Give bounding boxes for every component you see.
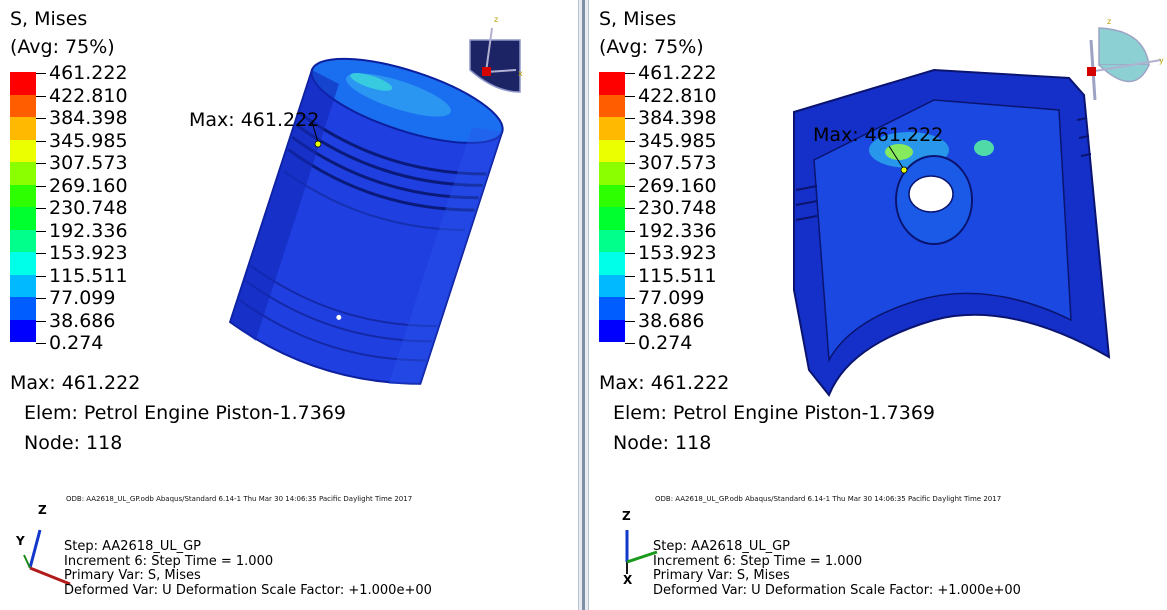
legend-swatch <box>10 139 36 162</box>
legend-swatch <box>599 229 625 252</box>
legend-ticks: 461.222 422.810 384.398 345.985 307.573 269.1… <box>36 62 128 355</box>
model-max-label: Max: 461.222 <box>813 124 944 146</box>
legend-swatch <box>10 72 36 95</box>
legend-title: S, Mises <box>599 8 677 30</box>
triad-z-label: Z <box>622 509 631 523</box>
legend-tick-label: 115.511 <box>36 265 128 288</box>
legend-swatch <box>599 252 625 275</box>
increment-info: Increment 6: Step Time = 1.000 <box>64 553 274 569</box>
legend-tick-label: 38.686 <box>625 310 717 333</box>
increment-info: Increment 6: Step Time = 1.000 <box>653 553 863 569</box>
legend-subtitle: (Avg: 75%) <box>599 36 704 58</box>
legend-tick-label: 153.923 <box>36 242 128 265</box>
legend-tick-label: 384.398 <box>625 107 717 130</box>
legend-swatch <box>10 162 36 185</box>
triad-y-label: Y <box>15 534 25 548</box>
legend-tick-label: 422.810 <box>625 85 717 108</box>
piston-model-section[interactable]: z y Z X <box>589 0 1167 610</box>
view-cube[interactable]: z x <box>469 15 523 93</box>
legend-swatch <box>599 274 625 297</box>
max-node: Node: 118 <box>613 432 712 454</box>
legend-colorbar <box>10 72 36 342</box>
legend-tick-label: 77.099 <box>36 287 128 310</box>
legend-title: S, Mises <box>10 8 88 30</box>
legend-tick-label: 192.336 <box>625 220 717 243</box>
legend-tick-label: 384.398 <box>36 107 128 130</box>
step-info: Step: AA2618_UL_GP Increment 6: Step Tim… <box>64 539 432 598</box>
view-cube-z-label: z <box>1107 17 1111 26</box>
max-element: Elem: Petrol Engine Piston-1.7369 <box>613 402 936 424</box>
legend-swatch <box>599 117 625 140</box>
viewport-right[interactable]: z y Z X Max: 461.222 S, Mises (Avg: 75%)… <box>589 0 1167 610</box>
legend-tick-label: 77.099 <box>625 287 717 310</box>
view-cube-y-label: y <box>1159 56 1164 65</box>
legend-swatch <box>599 184 625 207</box>
view-cube-x-label: x <box>518 69 523 78</box>
deformed-var: Deformed Var: U Deformation Scale Factor… <box>653 582 1021 598</box>
max-node: Node: 118 <box>24 432 123 454</box>
legend-tick-label: 230.748 <box>36 197 128 220</box>
legend-tick-label: 0.274 <box>625 332 717 355</box>
max-value: Max: 461.222 <box>599 372 730 394</box>
legend-tick-label: 307.573 <box>36 152 128 175</box>
legend-ticks: 461.222 422.810 384.398 345.985 307.573 269.1… <box>625 62 717 355</box>
legend-tick-label: 269.160 <box>625 175 717 198</box>
triad-z-label: Z <box>38 503 47 517</box>
legend-swatch <box>599 94 625 117</box>
legend-swatch <box>10 94 36 117</box>
pin-hole <box>908 175 954 213</box>
primary-var: Primary Var: S, Mises <box>653 568 790 583</box>
legend-swatch <box>599 207 625 230</box>
legend-tick-label: 345.985 <box>625 130 717 153</box>
legend-tick-label: 230.748 <box>625 197 717 220</box>
max-value: Max: 461.222 <box>10 372 141 394</box>
legend-tick-label: 307.573 <box>625 152 717 175</box>
legend-swatch <box>599 139 625 162</box>
max-info: Max: 461.222 Elem: Petrol Engine Piston-… <box>10 368 346 458</box>
legend-swatch <box>10 297 36 320</box>
piston-model-full[interactable]: z x Z Y <box>0 0 578 610</box>
legend-swatch <box>599 319 625 342</box>
axis-triad: Z X <box>622 509 658 587</box>
legend-swatch <box>10 274 36 297</box>
viewport-left[interactable]: z x Z Y Max: 461.222 S, Mises (Avg: 75%)… <box>0 0 578 610</box>
legend-colorbar <box>599 72 625 342</box>
odb-info: ODB: AA2618_UL_GP.odb Abaqus/Standard 6.… <box>66 495 413 503</box>
max-element: Elem: Petrol Engine Piston-1.7369 <box>24 402 347 424</box>
legend-tick-label: 461.222 <box>36 62 128 85</box>
viewport-divider[interactable] <box>578 0 589 610</box>
primary-var: Primary Var: S, Mises <box>64 568 201 583</box>
view-cube-z-label: z <box>494 15 498 24</box>
legend-tick-label: 0.274 <box>36 332 128 355</box>
model-max-label: Max: 461.222 <box>189 109 320 131</box>
triad-x-label: X <box>623 573 633 587</box>
legend-tick-label: 38.686 <box>36 310 128 333</box>
legend-swatch <box>599 72 625 95</box>
legend-tick-label: 422.810 <box>36 85 128 108</box>
legend-tick-label: 192.336 <box>36 220 128 243</box>
step-name: Step: AA2618_UL_GP <box>653 539 791 554</box>
legend-swatch <box>10 117 36 140</box>
legend-tick-label: 153.923 <box>625 242 717 265</box>
step-info: Step: AA2618_UL_GP Increment 6: Step Tim… <box>653 539 1021 598</box>
axis-triad: Z Y <box>15 503 71 586</box>
view-cube[interactable]: z y <box>1087 17 1164 101</box>
odb-info: ODB: AA2618_UL_GP.odb Abaqus/Standard 6.… <box>655 495 1002 503</box>
deformed-var: Deformed Var: U Deformation Scale Factor… <box>64 582 432 598</box>
step-name: Step: AA2618_UL_GP <box>64 539 202 554</box>
legend-swatch <box>10 207 36 230</box>
legend-subtitle: (Avg: 75%) <box>10 36 115 58</box>
legend-swatch <box>10 252 36 275</box>
legend-swatch <box>599 162 625 185</box>
legend-tick-label: 345.985 <box>36 130 128 153</box>
legend-tick-label: 461.222 <box>625 62 717 85</box>
legend-swatch <box>10 229 36 252</box>
legend-tick-label: 115.511 <box>625 265 717 288</box>
legend-swatch <box>599 297 625 320</box>
max-info: Max: 461.222 Elem: Petrol Engine Piston-… <box>599 368 935 458</box>
legend-tick-label: 269.160 <box>36 175 128 198</box>
legend-swatch <box>10 184 36 207</box>
legend-swatch <box>10 319 36 342</box>
